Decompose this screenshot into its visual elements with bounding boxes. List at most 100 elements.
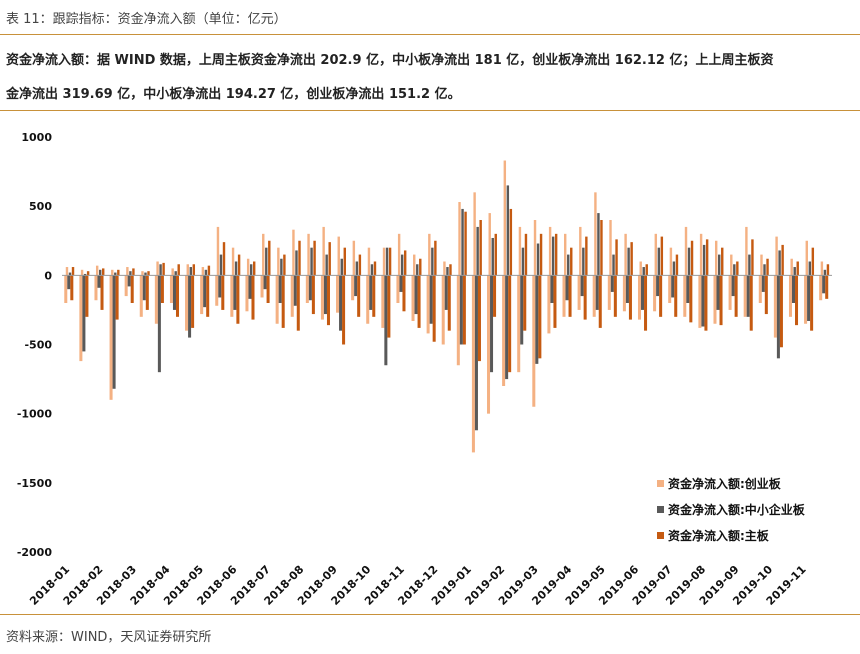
bar-positive (171, 268, 174, 276)
bar-positive (234, 261, 238, 276)
bar-positive (473, 192, 476, 276)
bar-positive (431, 247, 434, 276)
bar-positive (367, 247, 371, 276)
bar-positive (464, 211, 467, 276)
bar-negative (169, 275, 173, 303)
bar-positive (790, 258, 793, 276)
x-axis: 2018-012018-022018-032018-042018-052018-… (27, 563, 808, 608)
bar-negative (417, 275, 421, 328)
bar-negative (622, 275, 626, 312)
bar-positive (186, 264, 189, 276)
legend-label: 资金净流入额:中小企业板 (668, 502, 806, 517)
bar-positive (419, 258, 422, 276)
bar-positive (295, 250, 298, 276)
bar-positive (760, 254, 763, 276)
net-inflow-bar-chart: 1000 500 0 -500 -1000 -1500 -2000 2018-012018-… (17, 131, 832, 608)
bar-negative (130, 275, 134, 303)
bar-positive (615, 239, 618, 276)
bar-negative (305, 275, 309, 303)
bar-positive (567, 254, 570, 276)
bar-negative (637, 275, 642, 320)
summary-text: 资金净流入额：据 WIND 数据，上周主板资金净流出 202.9 亿，中小板净流… (6, 44, 856, 112)
bar-negative (160, 275, 164, 303)
bar-negative (396, 275, 400, 303)
bar-negative (656, 275, 660, 297)
bar-positive (811, 247, 815, 276)
bar-positive (793, 267, 796, 276)
footer-rule (0, 614, 860, 615)
bar-negative (776, 275, 780, 359)
bar-negative (493, 275, 497, 317)
bar-positive (416, 264, 419, 276)
bar-negative (64, 275, 68, 303)
y-tick-label: 0 (44, 269, 52, 282)
bar-positive (805, 240, 808, 276)
bar-negative (547, 275, 551, 334)
bar-positive (358, 254, 362, 276)
bar-negative (535, 275, 539, 364)
bar-positive (322, 226, 325, 276)
bar-negative (532, 275, 536, 407)
bar-negative (577, 275, 581, 310)
bar-positive (352, 240, 356, 276)
bar-negative (323, 275, 327, 315)
bar-positive (114, 272, 117, 276)
bar-positive (705, 239, 709, 276)
bar-positive (222, 242, 226, 276)
bar-positive (533, 220, 537, 276)
y-tick-label: -1000 (17, 408, 53, 421)
bar-negative (795, 275, 799, 326)
bar-positive (313, 240, 316, 276)
bar-negative (668, 275, 672, 303)
bar-negative (369, 275, 373, 310)
bar-negative (326, 275, 330, 326)
bar-positive (216, 226, 220, 276)
bar-negative (188, 275, 192, 338)
legend-swatch (657, 532, 664, 539)
bar-negative (200, 275, 204, 315)
bar-positive (144, 272, 147, 276)
bar-negative (701, 275, 705, 327)
bar-negative (218, 275, 222, 298)
bar-positive (657, 247, 661, 276)
bar-positive (117, 269, 120, 276)
bar-positive (672, 261, 676, 276)
legend-swatch (657, 506, 664, 513)
bar-positive (292, 229, 295, 276)
bar-positive (823, 269, 827, 276)
bar-positive (310, 247, 313, 276)
bar-positive (494, 233, 497, 276)
bar-negative (366, 275, 370, 324)
bar-positive (521, 247, 525, 276)
bar-positive (80, 269, 84, 276)
bar-positive (385, 247, 389, 276)
bar-positive (446, 267, 449, 276)
y-tick-label: -1500 (17, 477, 53, 490)
bar-positive (736, 261, 739, 276)
bar-positive (597, 213, 600, 276)
bar-negative (230, 275, 234, 317)
bar-negative (671, 275, 675, 298)
bar-positive (325, 254, 328, 276)
bar-positive (252, 261, 256, 276)
bar-positive (413, 254, 416, 276)
bar-negative (263, 275, 267, 290)
bar-positive (428, 233, 431, 276)
bar-positive (699, 233, 703, 276)
legend-swatch (657, 480, 664, 487)
bar-positive (204, 269, 208, 276)
bar-positive (669, 247, 673, 276)
bar-negative (127, 275, 131, 287)
bar-negative (260, 275, 264, 298)
bar-positive (219, 254, 223, 276)
bar-negative (245, 275, 249, 312)
bar-negative (221, 275, 225, 310)
bar-positive (775, 236, 778, 276)
bar-positive (548, 226, 552, 276)
bar-negative (728, 275, 732, 310)
bar-positive (355, 261, 359, 276)
bar-negative (85, 275, 89, 317)
bar-positive (675, 254, 679, 276)
bar-negative (372, 275, 376, 317)
